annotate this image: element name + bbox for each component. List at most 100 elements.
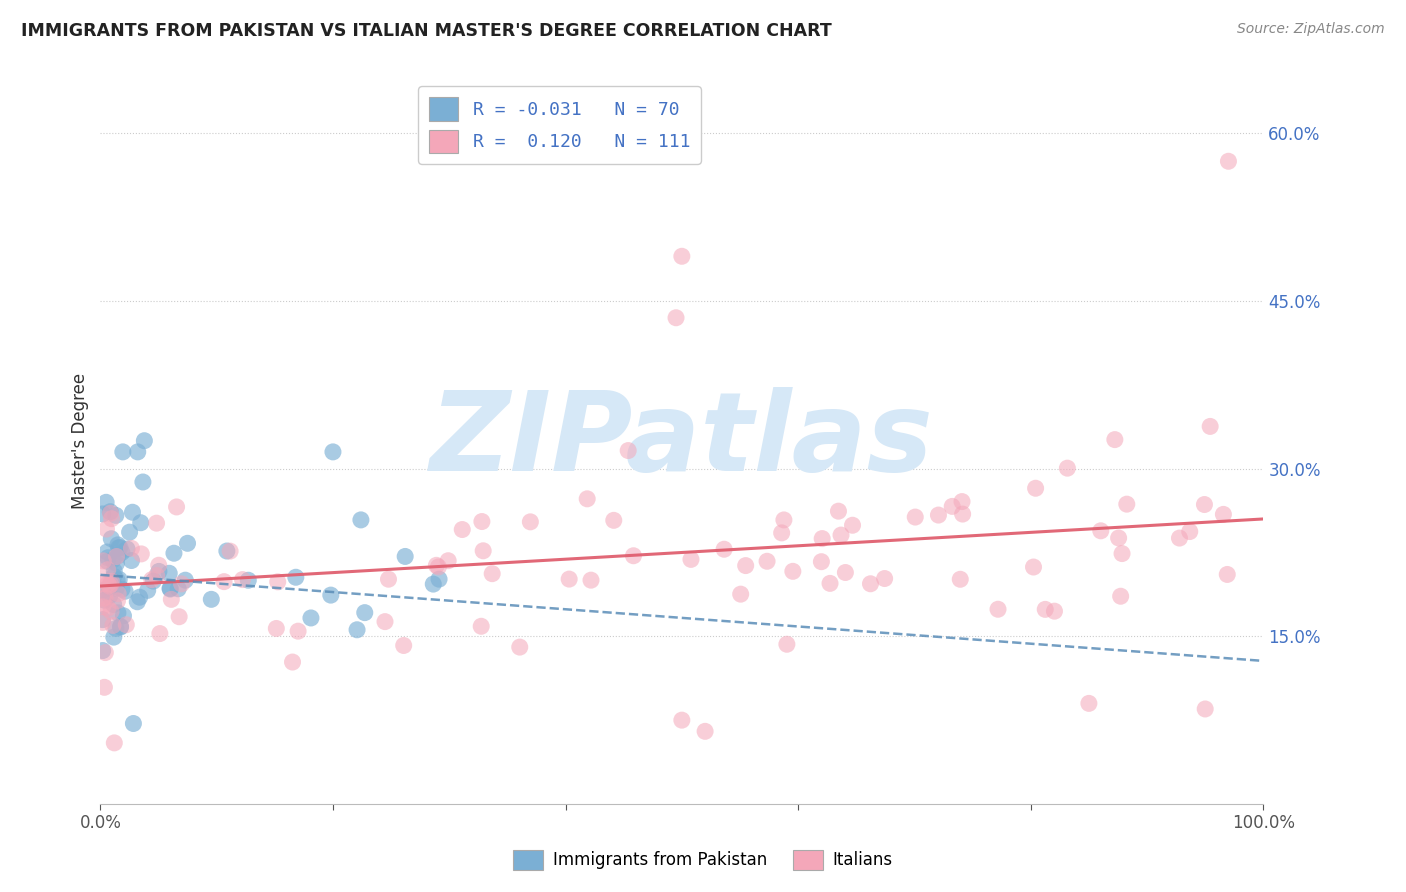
Point [693,724,716,739]
Point [103,598,125,612]
Point [120,541,142,556]
Point [671,713,693,727]
Point [427,560,450,574]
Point [96,545,118,559]
Text: ZIPatlas: ZIPatlas [430,387,934,494]
Point [603,513,626,527]
Point [987,602,1010,616]
Point [827,504,849,518]
Point [114,584,136,599]
Point [115,541,138,556]
Point [617,443,640,458]
Point [160,592,183,607]
Point [427,572,450,586]
Point [103,630,125,644]
Point [98,581,121,595]
Point [94,495,117,509]
Point [159,582,181,596]
Point [107,606,129,620]
Point [873,572,896,586]
Point [97,550,120,565]
Point [950,494,973,508]
Point [111,445,134,459]
Point [93,554,115,568]
Point [734,558,756,573]
Point [1218,154,1240,169]
Point [167,582,190,596]
Point [110,620,132,634]
Point [941,500,963,514]
Point [818,576,841,591]
Point [91,613,114,627]
Point [129,516,152,530]
Point [159,582,181,596]
Point [94,646,117,660]
Point [472,543,495,558]
Point [1033,602,1056,616]
Point [115,617,138,632]
Point [756,554,779,568]
Point [776,637,799,651]
Point [558,572,581,586]
Point [93,681,115,695]
Point [322,445,344,459]
Point [98,579,121,593]
Point [904,510,927,524]
Point [108,573,131,587]
Point [1194,498,1216,512]
Point [1194,702,1216,716]
Point [170,577,193,591]
Point [134,434,156,448]
Point [91,643,114,657]
Point [671,249,693,263]
Point [107,538,129,552]
Point [132,475,155,489]
Point [97,577,120,591]
Text: IMMIGRANTS FROM PAKISTAN VS ITALIAN MASTER'S DEGREE CORRELATION CHART: IMMIGRANTS FROM PAKISTAN VS ITALIAN MAST… [21,22,832,40]
Point [1109,589,1132,603]
Point [174,573,197,587]
Point [91,591,114,606]
Point [394,549,416,564]
Text: Source: ZipAtlas.com: Source: ZipAtlas.com [1237,22,1385,37]
Point [107,587,129,601]
Point [118,525,141,540]
Point [773,513,796,527]
Point [128,591,150,605]
Point [107,541,129,555]
Point [97,601,120,615]
Point [1090,524,1112,538]
Point [91,507,114,521]
Point [145,568,167,582]
Point [110,619,132,633]
Point [127,595,149,609]
Point [111,545,134,559]
Point [713,542,735,557]
Point [107,549,129,563]
Point [830,528,852,542]
Point [105,574,128,588]
Point [103,569,125,583]
Point [163,546,186,560]
Point [1115,497,1137,511]
Point [1056,461,1078,475]
Point [841,518,863,533]
Point [319,588,342,602]
Point [103,564,125,578]
Point [267,574,290,589]
Point [91,576,114,591]
Point [1104,433,1126,447]
Point [1216,567,1239,582]
Point [231,573,253,587]
Point [811,532,834,546]
Point [91,615,114,630]
Point [149,626,172,640]
Point [93,593,115,607]
Point [105,581,128,595]
Point [1043,604,1066,618]
Point [157,566,180,581]
Point [112,608,135,623]
Point [576,491,599,506]
Point [374,615,396,629]
Point [104,621,127,635]
